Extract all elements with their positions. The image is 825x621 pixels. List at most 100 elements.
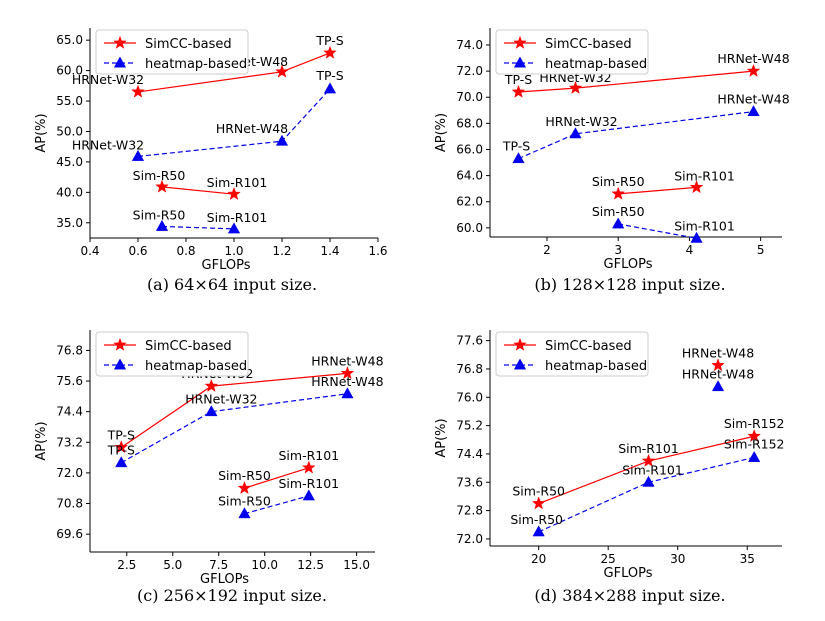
y-tick-label: 73.6: [456, 475, 483, 489]
x-axis-label: GFLOPs: [200, 572, 249, 587]
x-axis-label: GFLOPs: [202, 258, 251, 273]
legend-marker: [513, 358, 527, 370]
data-label: HRNet-W32: [545, 114, 617, 129]
data-label: Sim-R152: [724, 416, 785, 431]
data-point-heatmap: [690, 231, 703, 243]
y-tick-label: 76.8: [56, 343, 83, 357]
y-tick-label: 55.0: [56, 94, 83, 108]
legend: SimCC-based heatmap-based: [495, 29, 649, 75]
data-point-heatmap: [227, 222, 241, 234]
y-tick-label: 50.0: [56, 124, 83, 138]
x-tick-label: 25: [601, 552, 616, 566]
data-point-heatmap: [532, 525, 545, 537]
data-label: Sim-R50: [592, 174, 645, 189]
chart-panel-3: 2.5 5.0 7.5 10.0 12.5 15.0 69.6 70.8 72.0 73.2 74.…: [34, 330, 384, 605]
data-label: Sim-R101: [618, 441, 679, 456]
figure-caption: (b) 128×128 input size.: [534, 275, 725, 294]
legend-marker: [113, 358, 127, 370]
legend-box: [95, 331, 249, 377]
y-tick-label: 77.6: [456, 334, 483, 348]
legend: SimCC-based heatmap-based: [95, 29, 249, 75]
legend-entry: SimCC-based: [145, 37, 232, 52]
y-tick-label: 40.0: [56, 185, 83, 199]
data-point-simcc: [301, 460, 316, 474]
x-tick-label: 0.8: [176, 244, 195, 258]
data-label: Sim-R101: [207, 175, 268, 190]
series-line-simcc: [618, 186, 697, 195]
data-label: Sim-R50: [218, 494, 271, 509]
data-point-heatmap: [275, 134, 289, 146]
x-tick-label: 1.0: [224, 244, 243, 258]
y-tick-label: 70.8: [56, 497, 83, 511]
data-label: HRNet-W48: [717, 92, 789, 107]
y-tick-label: 69.6: [56, 527, 83, 541]
y-axis-label: AP(%): [34, 421, 49, 460]
data-label: Sim-R50: [218, 468, 271, 483]
chart-panel-2: 2 3 4 5 60.0 62.0 64.0 66.0 68.0 70.0 72.0 74.0 GFLO…: [434, 28, 790, 294]
y-tick-label: 65.0: [56, 33, 83, 47]
data-point-heatmap: [612, 217, 625, 229]
data-label: HRNet-W48: [682, 367, 754, 382]
legend-entry: SimCC-based: [545, 339, 632, 354]
legend-marker: [113, 35, 127, 49]
data-point-simcc: [237, 480, 252, 495]
data-point-simcc: [641, 453, 656, 467]
data-label: Sim-R50: [510, 512, 563, 527]
legend-marker: [513, 337, 527, 351]
data-point-simcc: [531, 496, 546, 510]
x-tick-label: 5.0: [163, 558, 182, 572]
data-point-heatmap: [748, 450, 761, 462]
y-tick-label: 60.0: [456, 221, 483, 235]
data-point-heatmap: [205, 405, 218, 417]
series-line-simcc: [161, 186, 235, 195]
data-label: Sim-R101: [278, 448, 339, 463]
chart-panel-1: 0.4 0.6 0.8 1.0 1.2 1.4 1.6 35.0 40.0 45.0 50.0 55.…: [34, 28, 388, 294]
data-label: Sim-R101: [622, 462, 683, 477]
y-tick-label: 45.0: [56, 155, 83, 169]
y-tick-label: 68.0: [456, 116, 483, 130]
series-line-heatmap: [518, 111, 754, 160]
data-point-simcc: [340, 366, 355, 380]
figure-caption: (c) 256×192 input size.: [137, 586, 327, 605]
y-tick-label: 75.6: [56, 374, 83, 388]
data-point-heatmap: [569, 127, 582, 139]
data-label: Sim-R50: [512, 484, 565, 499]
data-point-simcc: [323, 45, 337, 59]
data-label: HRNet-W48: [682, 345, 754, 360]
x-tick-label: 15.0: [343, 558, 370, 572]
y-tick-label: 62.0: [456, 195, 483, 209]
data-label: HRNet-W48: [216, 121, 288, 136]
data-label: HRNet-W32: [72, 72, 144, 87]
legend-entry: heatmap-based: [545, 57, 647, 72]
y-tick-label: 72.0: [456, 64, 483, 78]
data-label: TP-S: [315, 68, 343, 83]
x-axis-label: GFLOPs: [604, 566, 653, 581]
data-label: Sim-R101: [674, 168, 735, 183]
data-label: TP-S: [502, 139, 530, 154]
data-point-heatmap: [302, 489, 315, 501]
data-label: TP-S: [107, 443, 135, 458]
y-tick-label: 72.8: [456, 504, 483, 518]
x-tick-label: 1.4: [320, 244, 339, 258]
data-label: TP-S: [315, 33, 343, 48]
legend-entry: heatmap-based: [145, 57, 247, 72]
data-label: HRNet-W48: [717, 51, 789, 66]
data-label: Sim-R50: [592, 204, 645, 219]
data-point-heatmap: [341, 387, 354, 399]
legend-marker: [113, 337, 127, 351]
legend-entry: SimCC-based: [545, 37, 632, 52]
legend: SimCC-based heatmap-based: [495, 331, 649, 377]
series-line-heatmap: [244, 495, 309, 515]
data-point-heatmap: [512, 152, 525, 164]
data-label: TP-S: [107, 427, 135, 442]
data-point-heatmap: [642, 475, 655, 487]
x-tick-label: 35: [740, 552, 755, 566]
data-label: Sim-R101: [278, 476, 339, 491]
chart-panel-4: 20 25 30 35 72.0 72.8 73.6 74.4 75.2 76.0 76.8 77.6…: [434, 330, 785, 605]
data-point-simcc: [114, 440, 129, 454]
data-point-simcc: [747, 429, 762, 443]
data-label: TP-S: [504, 72, 532, 87]
x-tick-label: 4: [686, 243, 694, 257]
y-tick-label: 70.0: [456, 90, 483, 104]
